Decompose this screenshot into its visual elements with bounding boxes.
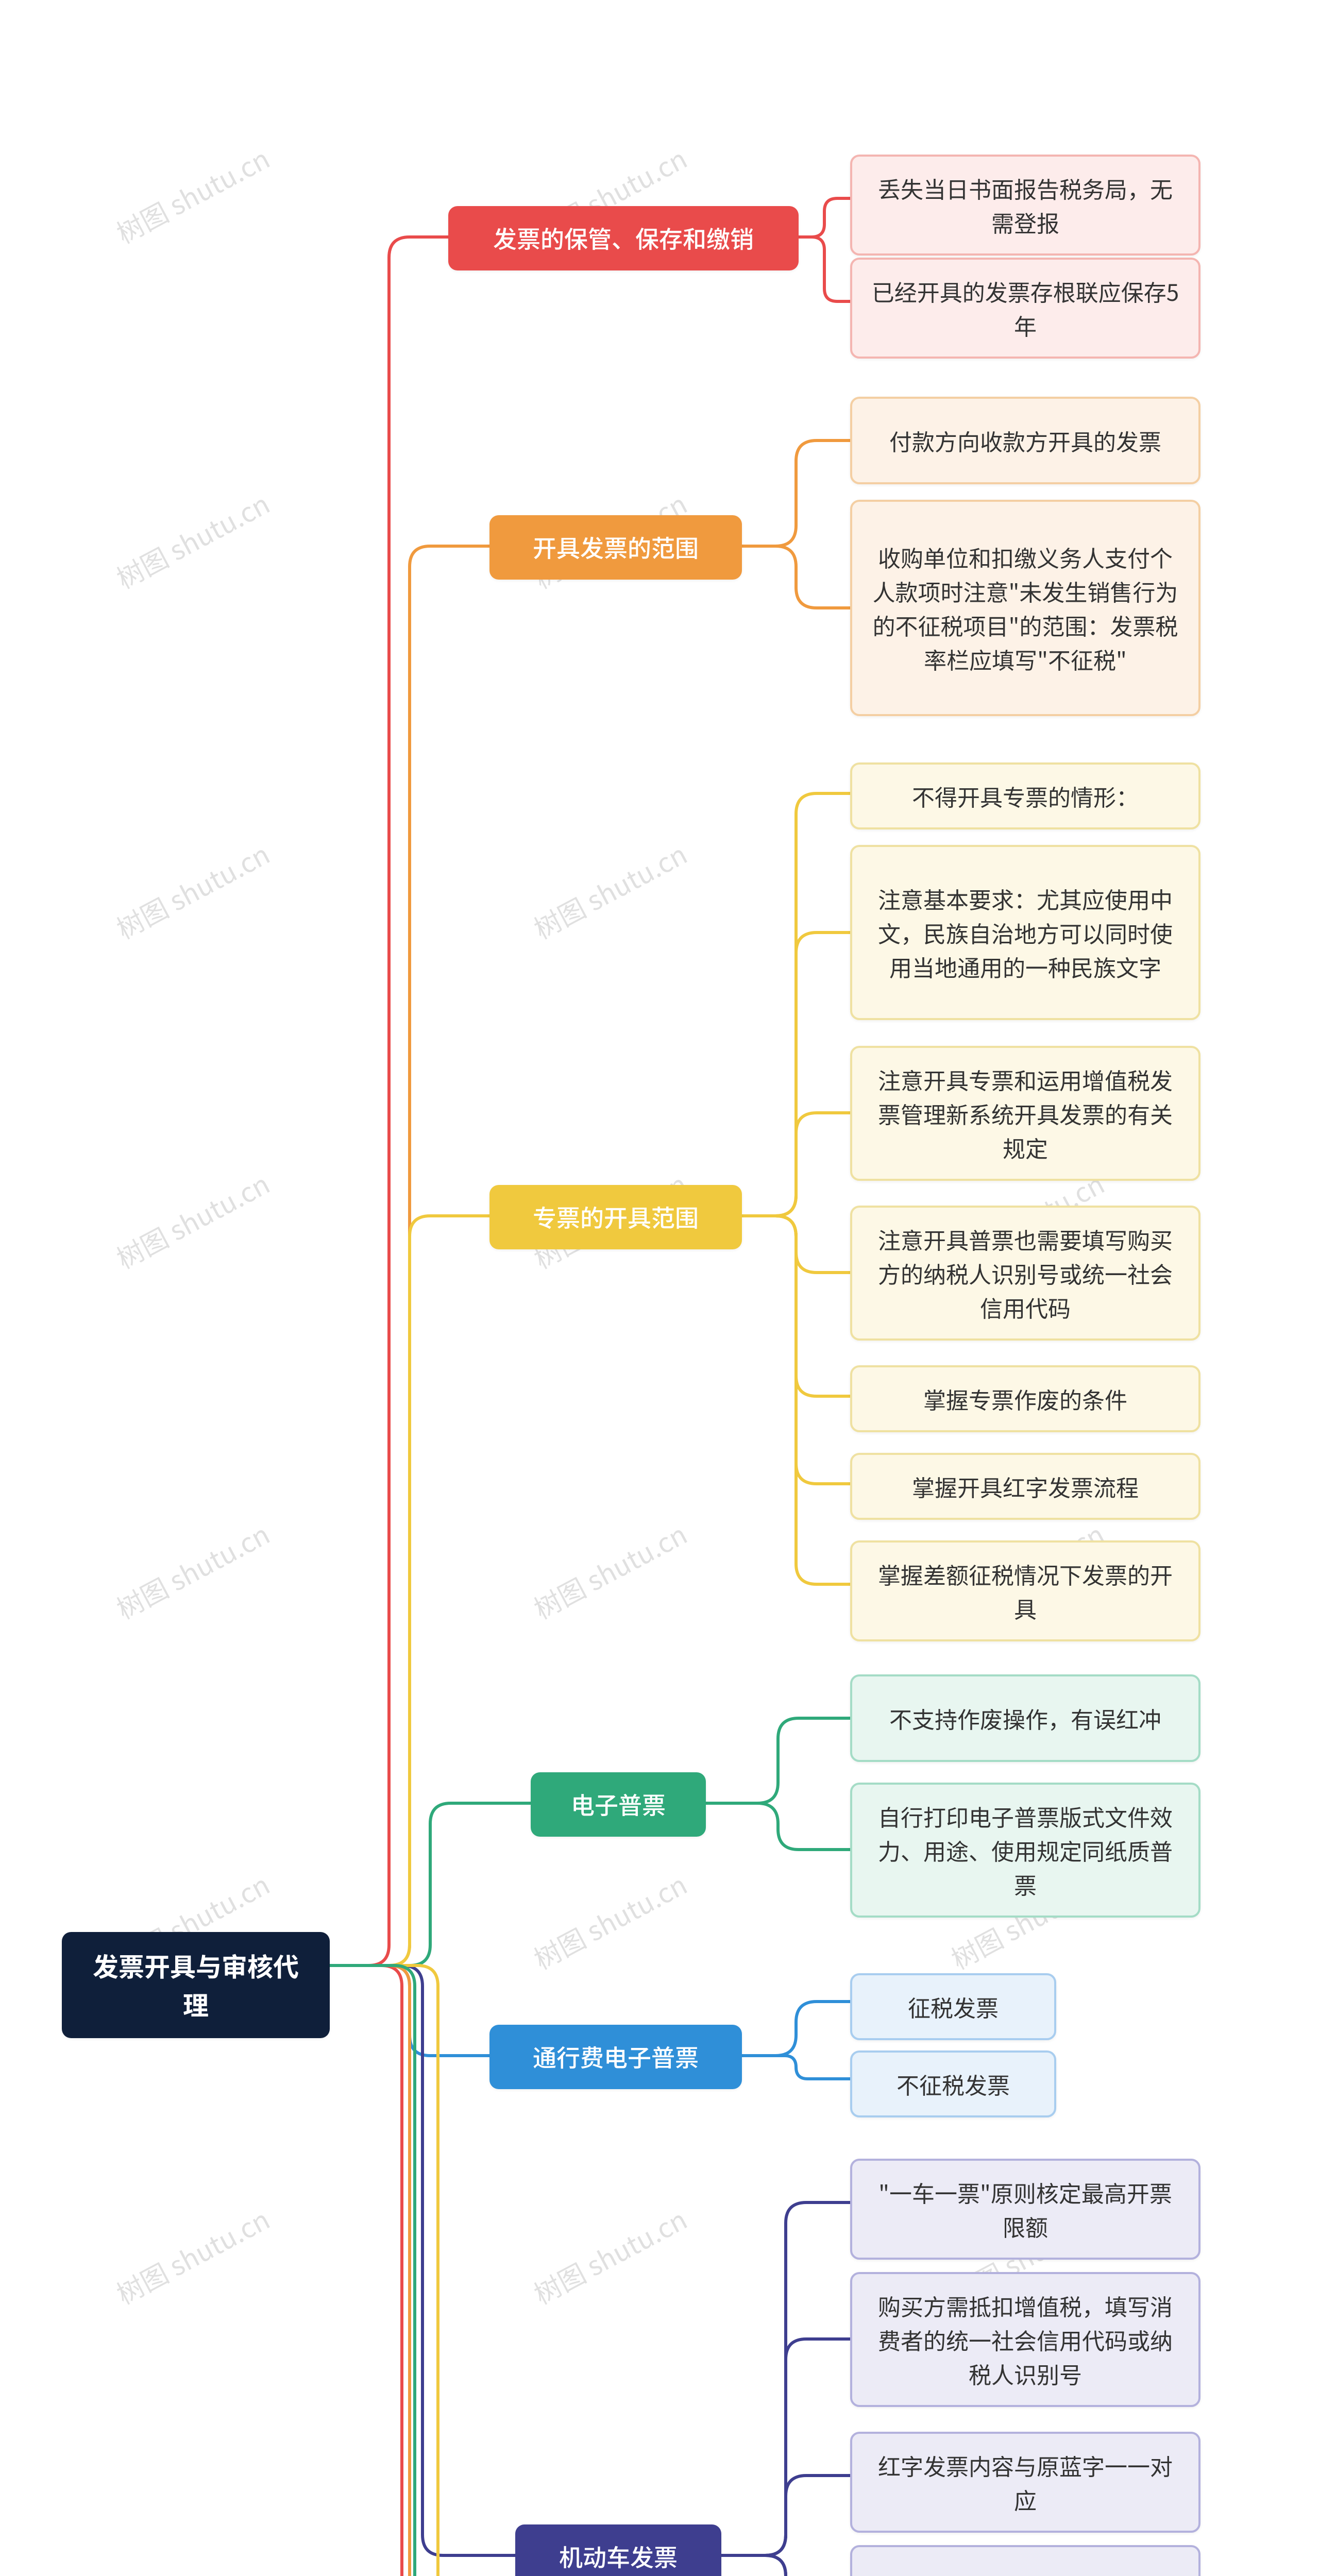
branch-b3: 专票的开具范围: [489, 1185, 742, 1249]
root-node: 发票开具与审核代理: [62, 1932, 330, 2038]
leaf-b3-2: 注意开具专票和运用增值税发票管理新系统开具发票的有关规定: [850, 1046, 1200, 1181]
leaf-b1-1: 已经开具的发票存根联应保存5年: [850, 258, 1200, 359]
leaf-b3-6: 掌握差额征税情况下发票的开具: [850, 1540, 1200, 1641]
watermark: 树图 shutu.cn: [109, 138, 275, 251]
watermark: 树图 shutu.cn: [109, 2565, 275, 2576]
leaf-b6-3: 丢失无法办理后续事项，由销售方先开红字，再重新开具: [850, 2545, 1200, 2576]
leaf-b3-1: 注意基本要求：尤其应使用中文，民族自治地方可以同时使用当地通用的一种民族文字: [850, 845, 1200, 1020]
leaf-b3-0: 不得开具专票的情形：: [850, 762, 1200, 829]
leaf-b1-0: 丢失当日书面报告税务局，无需登报: [850, 155, 1200, 256]
leaf-b2-0: 付款方向收款方开具的发票: [850, 397, 1200, 484]
leaf-b6-2: 红字发票内容与原蓝字一一对应: [850, 2432, 1200, 2533]
branch-b5: 通行费电子普票: [489, 2025, 742, 2089]
watermark: 树图 shutu.cn: [109, 2199, 275, 2312]
leaf-b3-5: 掌握开具红字发票流程: [850, 1453, 1200, 1520]
leaf-b4-0: 不支持作废操作，有误红冲: [850, 1674, 1200, 1762]
mindmap-stage: 树图 shutu.cn 树图 shutu.cn 树图 shutu.cn 树图 shut…: [0, 0, 1319, 2576]
watermark: 树图 shutu.cn: [109, 1514, 275, 1626]
branch-b6: 机动车发票: [515, 2524, 721, 2576]
leaf-b6-0: "一车一票"原则核定最高开票限额: [850, 2159, 1200, 2260]
leaf-b3-4: 掌握专票作废的条件: [850, 1365, 1200, 1432]
leaf-b2-1: 收购单位和扣缴义务人支付个人款项时注意"未发生销售行为的不征税项目"的范围：发票…: [850, 500, 1200, 716]
branch-b4: 电子普票: [531, 1772, 706, 1837]
watermark: 树图 shutu.cn: [109, 483, 275, 596]
branch-b2: 开具发票的范围: [489, 515, 742, 580]
leaf-b5-0: 征税发票: [850, 1973, 1056, 2040]
leaf-b3-3: 注意开具普票也需要填写购买方的纳税人识别号或统一社会信用代码: [850, 1206, 1200, 1341]
leaf-b4-1: 自行打印电子普票版式文件效力、用途、使用规定同纸质普票: [850, 1783, 1200, 1918]
leaf-b6-1: 购买方需抵扣增值税，填写消费者的统一社会信用代码或纳税人识别号: [850, 2272, 1200, 2407]
watermark: 树图 shutu.cn: [526, 2199, 692, 2312]
watermark: 树图 shutu.cn: [526, 1514, 692, 1626]
leaf-b5-1: 不征税发票: [850, 2050, 1056, 2117]
watermark: 树图 shutu.cn: [109, 834, 275, 946]
branch-b1: 发票的保管、保存和缴销: [448, 206, 799, 270]
watermark: 树图 shutu.cn: [109, 1163, 275, 1276]
watermark: 树图 shutu.cn: [526, 1864, 692, 1977]
watermark: 树图 shutu.cn: [526, 834, 692, 946]
